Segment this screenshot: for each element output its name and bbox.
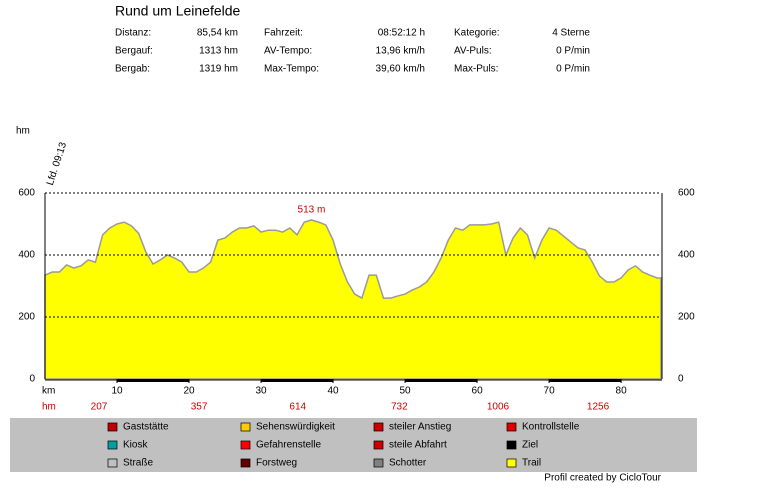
ascent-row-label: hm bbox=[42, 402, 56, 413]
x-tick-label: 50 bbox=[400, 386, 412, 397]
x-tick-label: 70 bbox=[544, 386, 556, 397]
x-tick-label: 80 bbox=[616, 386, 628, 397]
legend-label: Sehenswürdigkeit bbox=[256, 422, 335, 433]
stat-value: 85,54 km bbox=[197, 28, 238, 39]
stat-label: Max-Puls: bbox=[454, 64, 498, 75]
y-tick-label: 400 bbox=[18, 250, 35, 261]
stat-value: 08:52:12 h bbox=[378, 28, 425, 39]
legend-icon bbox=[373, 422, 384, 432]
legend-label: Trail bbox=[522, 458, 541, 469]
stat-label: AV-Puls: bbox=[454, 46, 492, 57]
y-tick-label: 200 bbox=[18, 312, 35, 323]
legend-label: Kontrollstelle bbox=[522, 422, 580, 433]
legend-box bbox=[10, 418, 697, 472]
stat-label: Bergab: bbox=[115, 64, 150, 75]
y-axis-label: hm bbox=[16, 126, 30, 137]
axis-band bbox=[261, 379, 334, 382]
start-label: Lfd. 09:13 bbox=[45, 141, 69, 187]
stat-value: 1319 hm bbox=[199, 64, 238, 75]
stat-label: Fahrzeit: bbox=[264, 28, 303, 39]
axis-band bbox=[405, 379, 478, 382]
x-tick-label: 40 bbox=[327, 386, 339, 397]
ascent-label: 207 bbox=[91, 402, 108, 413]
stat-value: 0 P/min bbox=[556, 64, 590, 75]
x-tick-label: 30 bbox=[255, 386, 267, 397]
stat-label: Bergauf: bbox=[115, 46, 153, 57]
stat-value: 0 P/min bbox=[556, 46, 590, 57]
stat-value: 1313 hm bbox=[199, 46, 238, 57]
x-tick-label: 10 bbox=[111, 386, 123, 397]
stat-value: 4 Sterne bbox=[552, 28, 590, 39]
legend-icon bbox=[506, 440, 517, 450]
legend-icon bbox=[107, 422, 118, 432]
stat-label: AV-Tempo: bbox=[264, 46, 312, 57]
axis-band bbox=[117, 379, 190, 382]
y-tick-label: 0 bbox=[29, 374, 35, 385]
stat-label: Distanz: bbox=[115, 28, 151, 39]
peak-annotation: 513 m bbox=[298, 205, 326, 216]
legend-icon bbox=[373, 440, 384, 450]
y-tick-label: 600 bbox=[18, 188, 35, 199]
legend-icon bbox=[373, 458, 384, 468]
legend-icon bbox=[240, 458, 251, 468]
ascent-label: 1006 bbox=[487, 402, 510, 413]
legend-label: Schotter bbox=[389, 458, 427, 469]
legend-icon bbox=[107, 458, 118, 468]
y2-tick-label: 0 bbox=[678, 374, 684, 385]
x-tick-label: 60 bbox=[472, 386, 484, 397]
ascent-label: 1256 bbox=[587, 402, 610, 413]
legend-label: steile Abfahrt bbox=[389, 440, 447, 451]
legend-label: Gaststätte bbox=[123, 422, 169, 433]
x-tick-label: 20 bbox=[183, 386, 195, 397]
legend-label: steiler Anstieg bbox=[389, 422, 451, 433]
legend-label: Gefahrenstelle bbox=[256, 440, 321, 451]
legend-label: Kiosk bbox=[123, 440, 148, 451]
legend-icon bbox=[506, 458, 517, 468]
y2-tick-label: 200 bbox=[678, 312, 695, 323]
legend-label: Forstweg bbox=[256, 458, 297, 469]
legend-icon bbox=[240, 422, 251, 432]
legend-icon bbox=[506, 422, 517, 432]
title: Rund um Leinefelde bbox=[115, 3, 241, 19]
y2-tick-label: 400 bbox=[678, 250, 695, 261]
ascent-label: 614 bbox=[289, 402, 306, 413]
stat-value: 39,60 km/h bbox=[376, 64, 425, 75]
y2-tick-label: 600 bbox=[678, 188, 695, 199]
axis-band bbox=[549, 379, 622, 382]
footer: Profil created by CicloTour bbox=[544, 473, 661, 484]
elevation-area bbox=[44, 219, 662, 380]
x-axis-label: km bbox=[42, 386, 55, 397]
ascent-label: 357 bbox=[191, 402, 208, 413]
legend-icon bbox=[240, 440, 251, 450]
legend-icon bbox=[107, 440, 118, 450]
ascent-label: 732 bbox=[391, 402, 408, 413]
stat-label: Kategorie: bbox=[454, 28, 500, 39]
legend-label: Straße bbox=[123, 458, 153, 469]
legend-label: Ziel bbox=[522, 440, 538, 451]
stat-value: 13,96 km/h bbox=[376, 46, 425, 57]
stat-label: Max-Tempo: bbox=[264, 64, 319, 75]
